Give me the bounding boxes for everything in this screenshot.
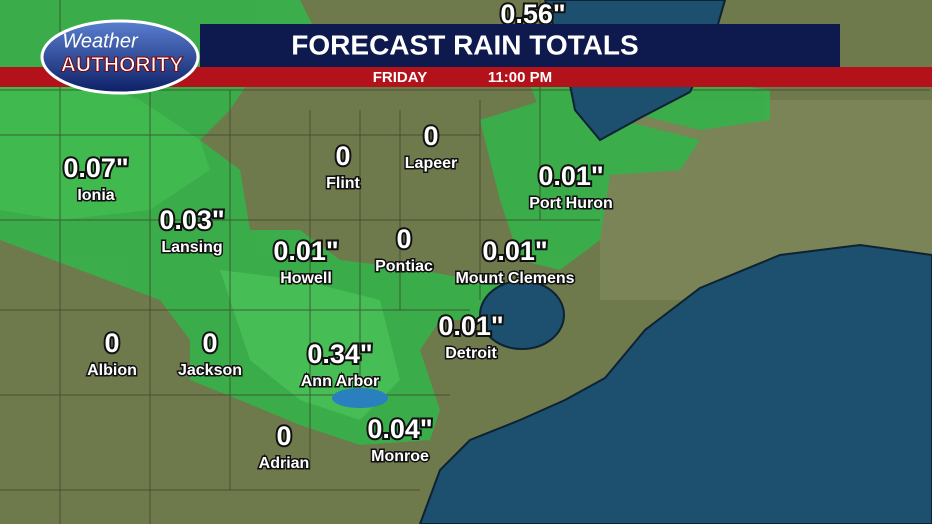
city-name: Port Huron <box>529 195 613 212</box>
city-name: Detroit <box>445 345 497 362</box>
rain-amount: 0 <box>396 224 411 254</box>
logo: Weather AUTHORITY <box>40 19 200 95</box>
rain-amount: 0.01" <box>438 311 503 341</box>
rain-amount: 0 <box>335 141 350 171</box>
day: FRIDAY <box>373 69 427 86</box>
rain-amount: 0.34" <box>307 339 372 369</box>
rain-amount: 0 <box>104 328 119 358</box>
logo-line2: AUTHORITY <box>61 54 184 77</box>
title-bar <box>200 24 840 67</box>
rain-amount: 0 <box>423 121 438 151</box>
city-name: Albion <box>87 362 137 379</box>
rain-amount: 0 <box>202 328 217 358</box>
time: 11:00 PM <box>488 69 552 86</box>
rain-amount: 0.07" <box>63 153 128 183</box>
rain-amount: 0.01" <box>538 161 603 191</box>
rain-amount: 0.01" <box>482 236 547 266</box>
city-name: Ann Arbor <box>301 373 380 390</box>
city-name: Flint <box>326 175 360 192</box>
city-name: Pontiac <box>375 258 433 275</box>
time-bar <box>0 67 932 87</box>
title: FORECAST RAIN TOTALS <box>291 29 638 60</box>
rain-amount: 0.01" <box>273 236 338 266</box>
city-name: Ionia <box>77 187 114 204</box>
rain-amount: 0 <box>276 421 291 451</box>
city-name: Adrian <box>259 455 310 472</box>
city-name: Lapeer <box>405 155 457 172</box>
city-name: Lansing <box>161 239 222 256</box>
city-name: Jackson <box>178 362 242 379</box>
location-labels: 0.56"0.07"Ionia0.03"Lansing0Flint0Lapeer… <box>61 0 614 474</box>
city-name: Monroe <box>371 448 429 465</box>
logo-line1: Weather <box>62 30 139 52</box>
rain-amount: 0.04" <box>367 414 432 444</box>
rain-amount: 0.03" <box>159 205 224 235</box>
city-name: Howell <box>280 270 332 287</box>
city-name: Mount Clemens <box>455 270 574 287</box>
